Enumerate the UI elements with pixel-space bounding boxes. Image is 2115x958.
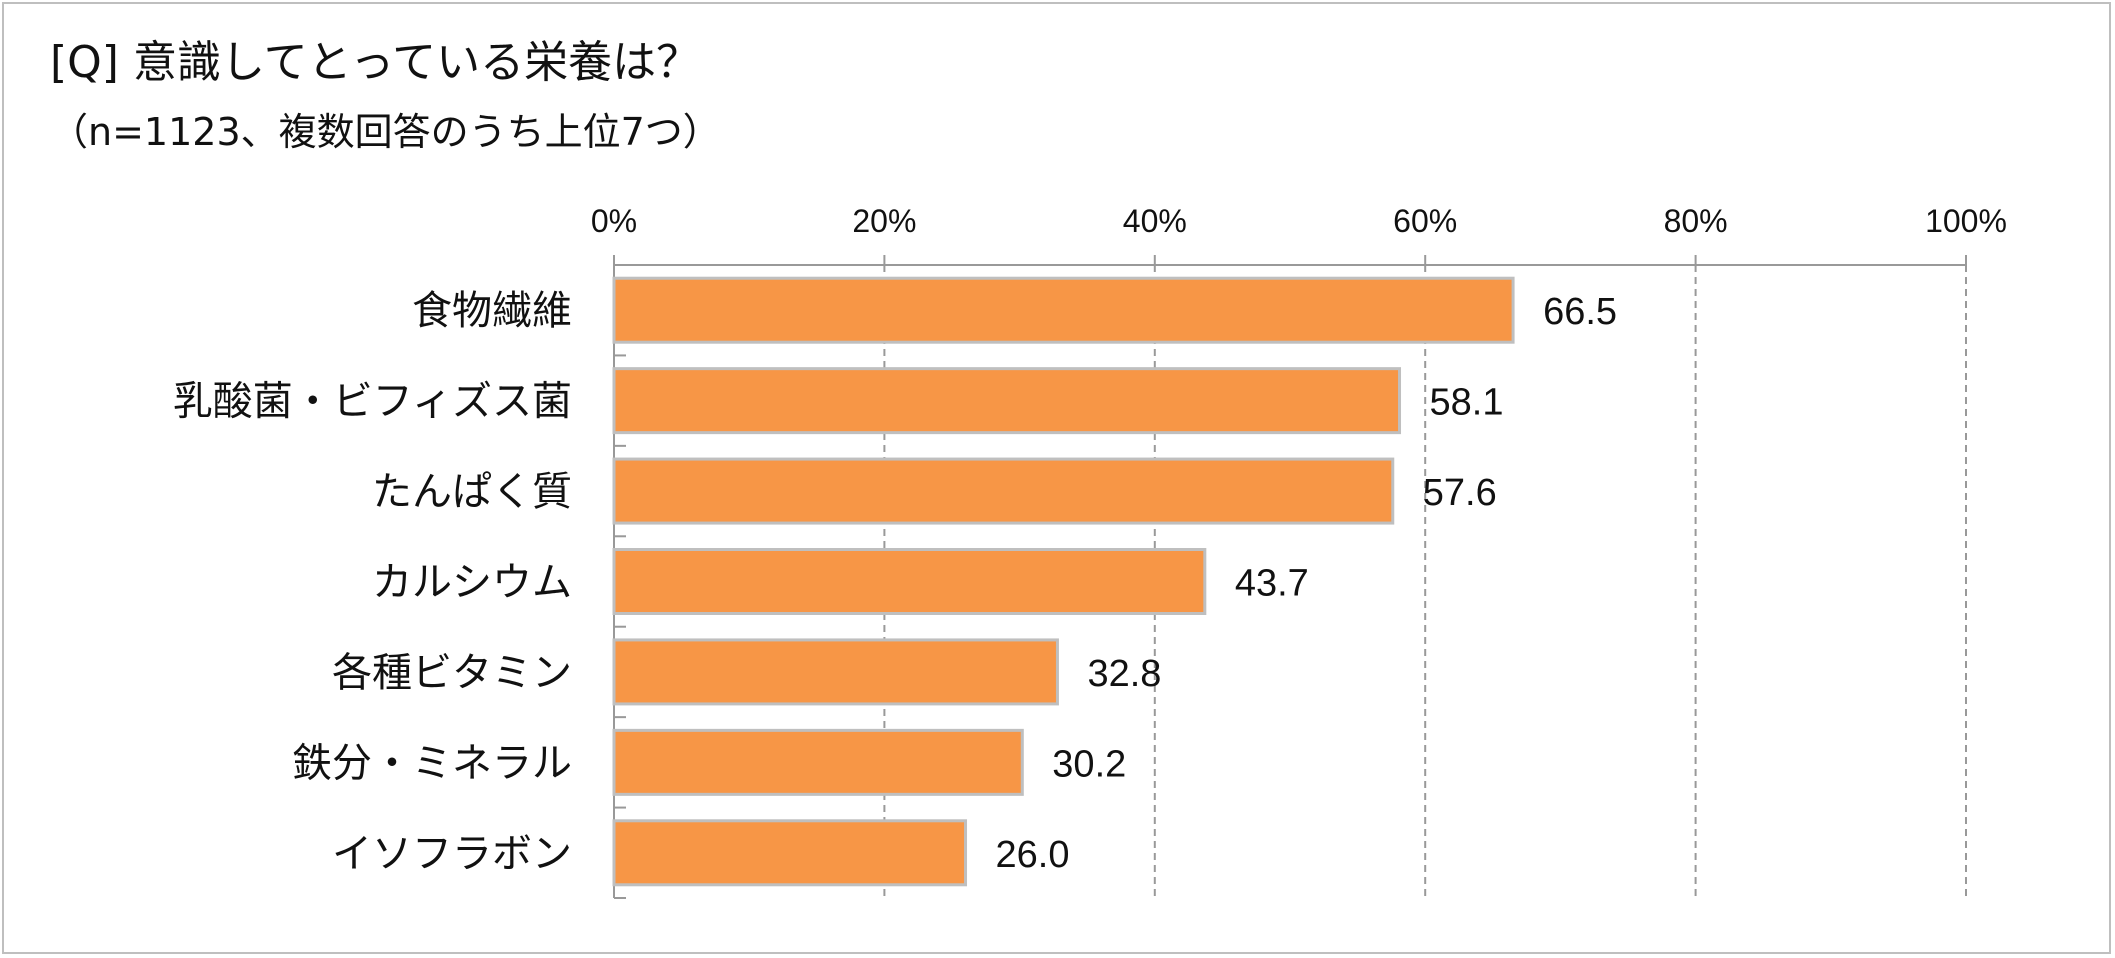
value-label: 32.8 xyxy=(1087,653,1161,695)
x-tick-label: 80% xyxy=(1664,203,1728,239)
value-label: 26.0 xyxy=(996,834,1070,876)
chart-subtitle: （n=1123、複数回答のうち上位7つ） xyxy=(50,110,721,154)
bar xyxy=(612,276,1515,344)
labels: 0% 20% 40% 60% 80% 100% 食物繊維 66.5 乳酸菌・ビフィズス菌 58.1… xyxy=(173,203,2007,877)
category-label: イソフラボン xyxy=(332,831,572,877)
x-tick-label: 40% xyxy=(1123,203,1187,239)
category-label: たんぱく質 xyxy=(372,469,572,515)
bar xyxy=(612,819,968,887)
chart-title: [Q] 意識してとっている栄養は？ xyxy=(50,37,701,88)
category-label: 食物繊維 xyxy=(412,288,572,334)
category-label: 鉄分・ミネラル xyxy=(292,740,572,786)
value-label: 58.1 xyxy=(1430,382,1504,424)
bars xyxy=(612,276,1515,887)
x-tick-label: 100% xyxy=(1925,203,2007,239)
value-label: 43.7 xyxy=(1235,563,1309,605)
category-label: 各種ビタミン xyxy=(332,650,572,696)
x-tick-label: 0% xyxy=(591,203,637,239)
x-tick-label: 20% xyxy=(852,203,916,239)
value-label: 30.2 xyxy=(1052,743,1126,785)
category-label: 乳酸菌・ビフィズス菌 xyxy=(173,379,572,425)
value-label: 57.6 xyxy=(1423,472,1497,514)
bar xyxy=(612,457,1395,525)
category-label: カルシウム xyxy=(372,560,572,606)
bar xyxy=(612,548,1207,615)
x-tick-label: 60% xyxy=(1393,203,1457,239)
bar xyxy=(612,638,1059,706)
value-label: 66.5 xyxy=(1543,291,1617,333)
bar xyxy=(612,728,1024,796)
bar xyxy=(612,367,1402,435)
